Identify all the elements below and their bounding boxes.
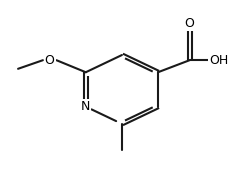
Text: O: O <box>184 17 194 30</box>
Text: O: O <box>44 54 54 67</box>
Text: OH: OH <box>208 54 228 67</box>
Text: N: N <box>81 100 90 113</box>
